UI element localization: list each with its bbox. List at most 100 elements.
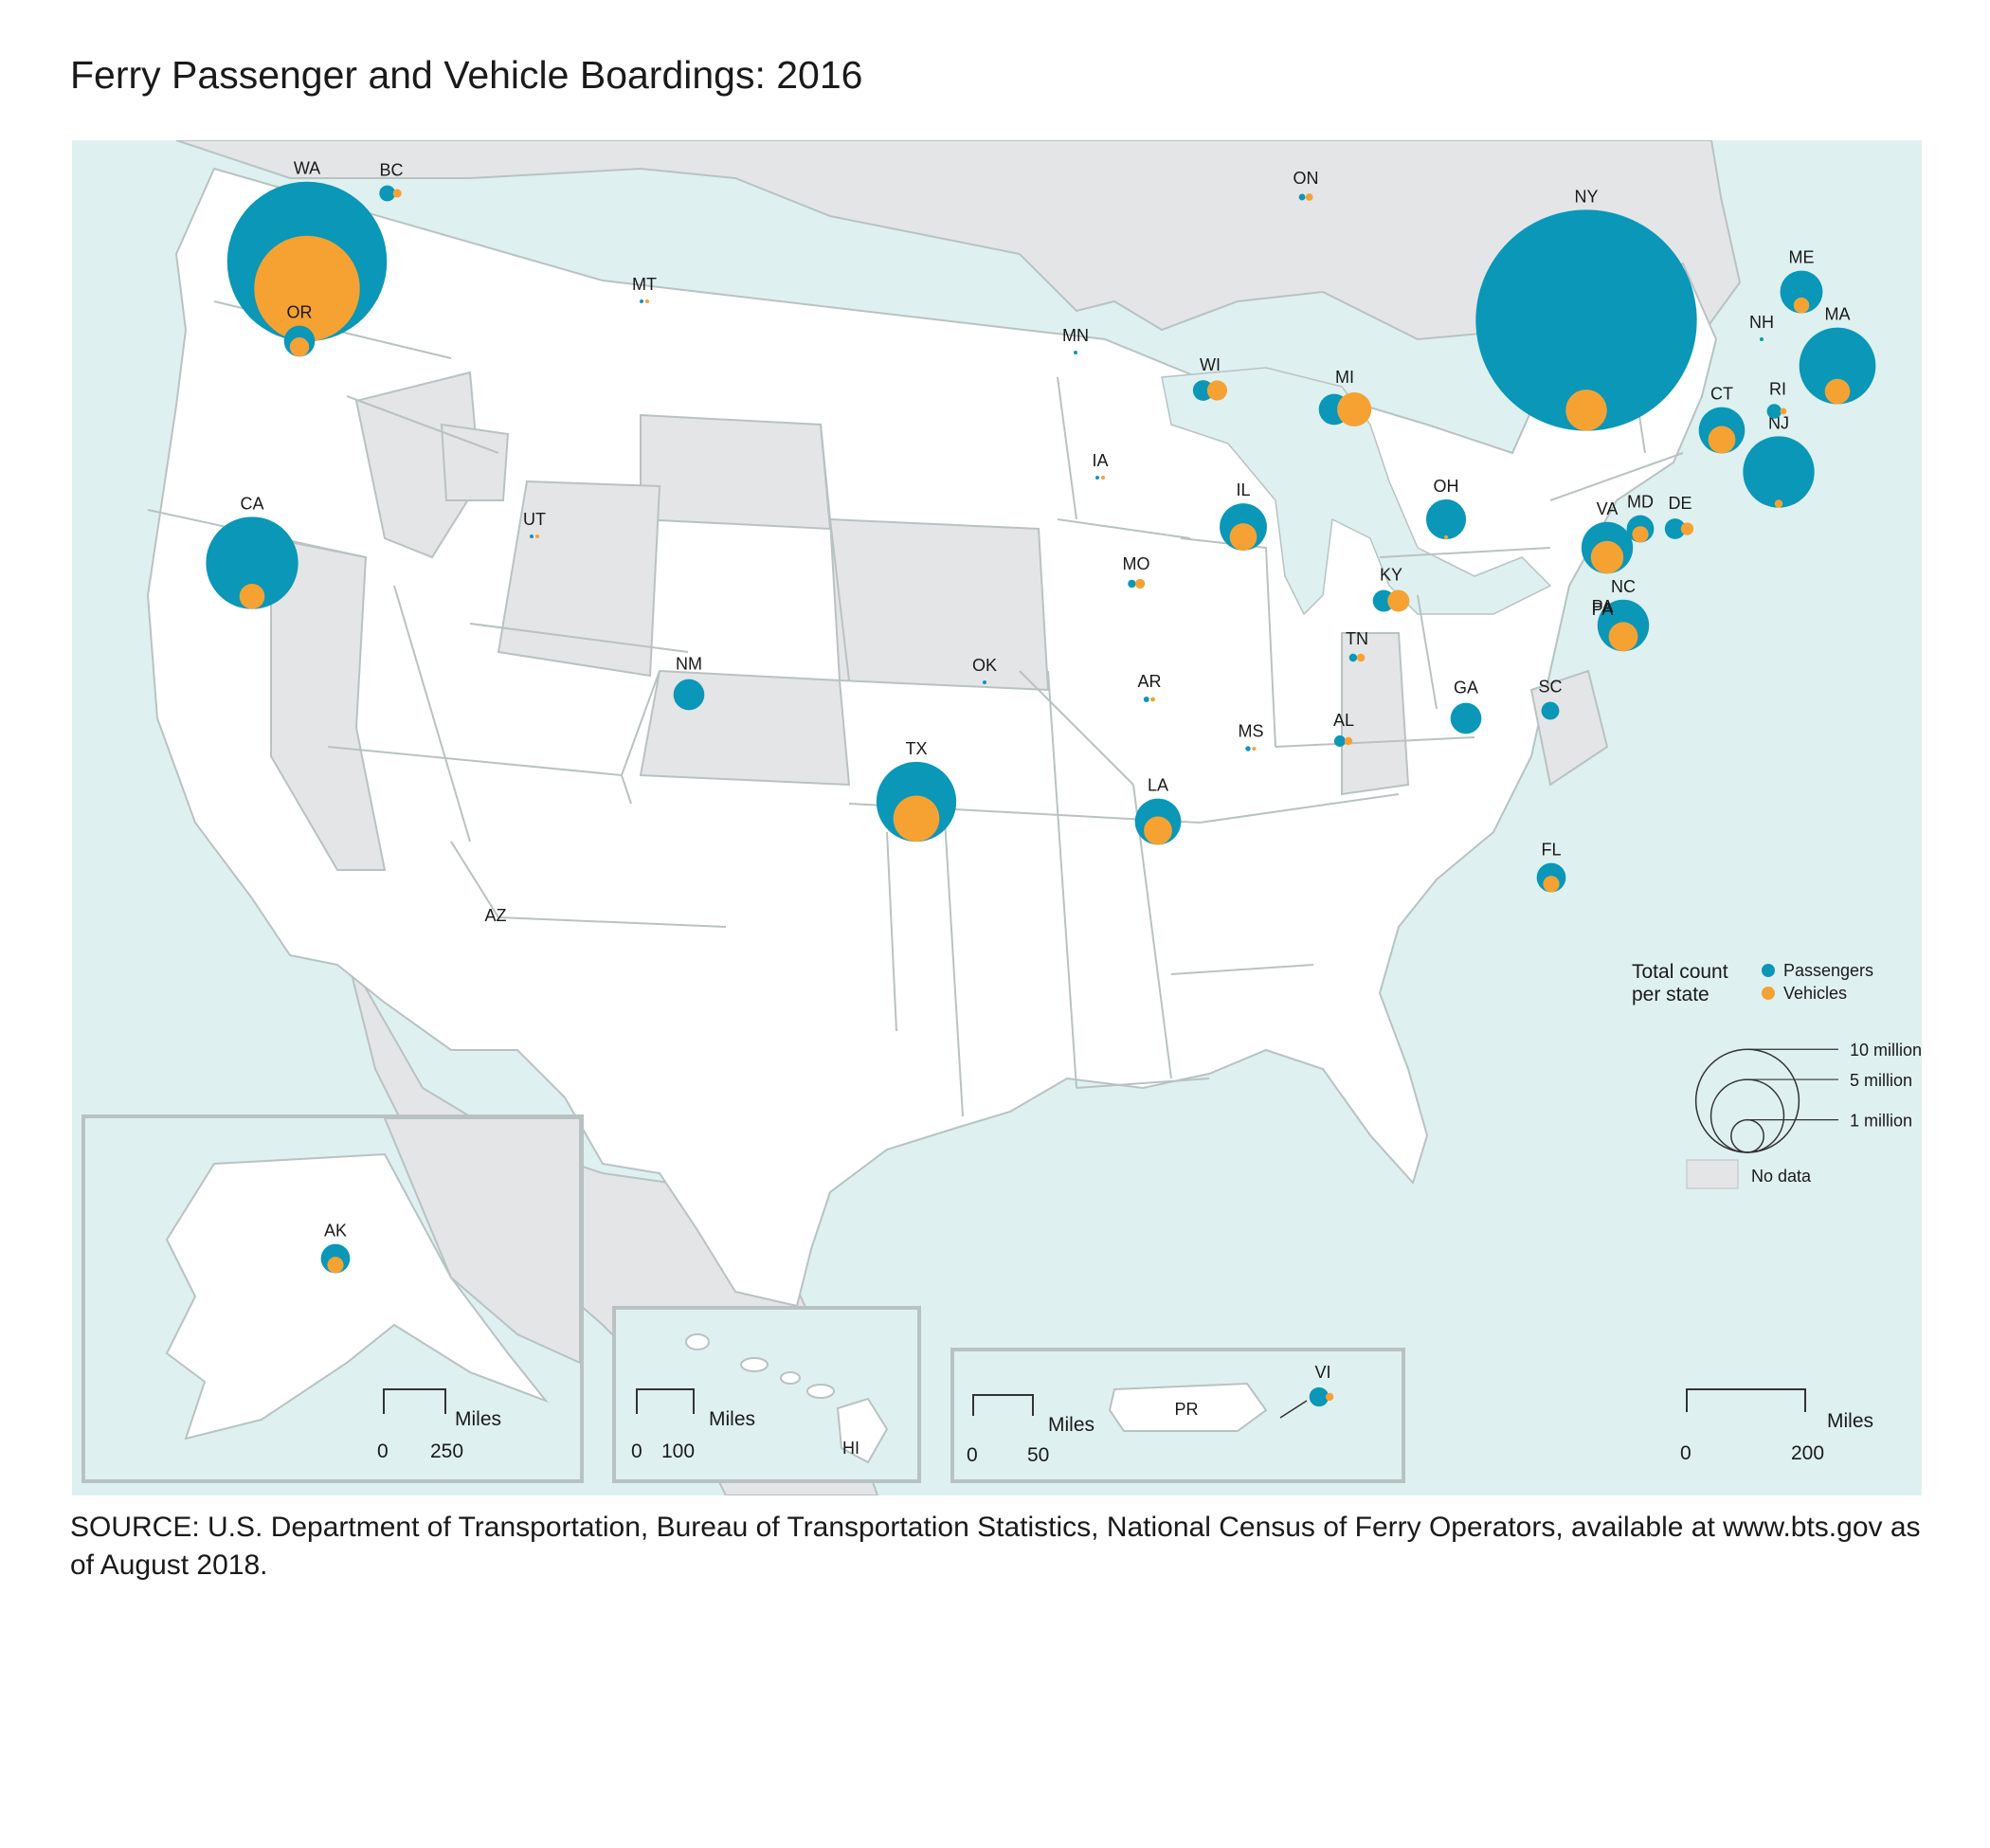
state-symbol-tx: TX <box>876 739 957 842</box>
legend-size-label-1: 5 million <box>1850 1071 1912 1090</box>
vehicles-circle-or <box>289 336 310 357</box>
passengers-circle-al <box>1333 735 1346 747</box>
legend-no-data-swatch <box>1686 1159 1739 1189</box>
state-symbol-al: AL <box>1333 711 1354 747</box>
state-label-nh: NH <box>1749 313 1774 332</box>
legend-no-data-label: No data <box>1751 1167 1812 1186</box>
state-symbol-tn: TN <box>1346 629 1368 662</box>
vehicles-circle-ms <box>1252 747 1257 751</box>
scale-alaska-end: 250 <box>430 1440 463 1462</box>
state-label-on: ON <box>1294 169 1319 188</box>
vehicles-circle-tx <box>893 795 940 842</box>
state-label-fl: FL <box>1541 841 1561 860</box>
vehicles-circle-mi <box>1337 391 1372 427</box>
passengers-circle-vi <box>1309 1386 1330 1407</box>
state-symbol-fl: FL <box>1536 841 1566 893</box>
label-az: AZ <box>484 906 506 925</box>
vehicles-circle-de <box>1680 522 1694 535</box>
passengers-circle-de <box>1664 518 1686 539</box>
state-symbol-ok: OK <box>972 656 997 684</box>
vehicles-circle-ct <box>1708 426 1736 454</box>
vehicles-circle-ak <box>327 1257 344 1274</box>
passengers-circle-ny <box>1475 209 1697 431</box>
legend-passengers-swatch <box>1762 964 1775 977</box>
label-hi: HI <box>842 1439 859 1458</box>
state-symbol-sc: SC <box>1538 678 1563 720</box>
state-label-ga: GA <box>1454 679 1478 698</box>
vehicles-circle-md <box>1632 526 1649 543</box>
state-label-ut: UT <box>523 510 546 529</box>
legend-vehicles-swatch <box>1762 987 1775 1000</box>
state-label-ak: AK <box>324 1222 347 1241</box>
state-symbol-ar: AR <box>1137 672 1162 702</box>
state-label-ny: NY <box>1574 187 1598 206</box>
state-label-or: OR <box>287 303 313 322</box>
legend-title-line1: Total count <box>1632 961 1728 983</box>
scale-bar-puerto-rico: Miles 0 50 <box>967 1394 1094 1466</box>
state-label-wi: WI <box>1200 355 1221 374</box>
scale-pr-end: 50 <box>1027 1444 1049 1466</box>
legend-vehicles-label: Vehicles <box>1783 984 1847 1003</box>
vehicles-circle-ri <box>1780 408 1787 415</box>
state-label-la: LA <box>1148 776 1168 795</box>
state-symbol-md: MD <box>1626 493 1655 543</box>
no-data-states <box>270 371 1609 871</box>
vehicles-circle-mt <box>645 299 649 303</box>
passengers-circle-ar <box>1143 697 1149 702</box>
scale-bar-alaska: Miles 0 250 <box>377 1388 501 1462</box>
inset-hawaii-frame <box>612 1306 921 1483</box>
passengers-circle-ma <box>1799 327 1876 405</box>
passengers-circle-nj <box>1743 436 1815 508</box>
state-symbol-wi: WI <box>1192 355 1228 401</box>
state-symbol-ga: GA <box>1450 679 1482 734</box>
vehicles-circle-ma <box>1824 378 1851 405</box>
vehicles-circle-va <box>1590 540 1624 574</box>
vehicles-circle-me <box>1793 297 1810 314</box>
state-symbol-mi: MI <box>1318 368 1372 427</box>
scale-pr-start: 0 <box>967 1444 978 1466</box>
state-label-tx: TX <box>905 739 927 758</box>
state-symbol-ms: MS <box>1239 721 1264 752</box>
scale-pr-unit: Miles <box>1048 1414 1094 1436</box>
vehicles-circle-vi <box>1325 1392 1334 1402</box>
state-label-il: IL <box>1236 480 1250 499</box>
state-symbol-wa: WA <box>226 159 388 342</box>
passengers-circle-ga <box>1450 702 1482 734</box>
state-symbol-ny: NY <box>1475 187 1697 431</box>
vehicles-circle-on <box>1305 193 1313 201</box>
state-symbol-me: ME <box>1780 248 1823 314</box>
state-symbol-ri: RI <box>1766 379 1787 419</box>
state-label-ia: IA <box>1092 451 1108 470</box>
vehicles-circle-ny <box>1565 390 1607 431</box>
state-symbol-la: LA <box>1134 776 1182 845</box>
passengers-circle-ms <box>1245 746 1251 752</box>
canada-in-alaska-inset <box>383 1117 581 1365</box>
canada-region <box>175 140 1742 389</box>
state-label-ri: RI <box>1769 379 1786 398</box>
scale-main-unit: Miles <box>1827 1410 1873 1432</box>
scale-bar-hawaii: Miles 0 100 <box>631 1388 755 1462</box>
state-symbol-il: IL <box>1220 480 1267 551</box>
scale-main-start: 0 <box>1680 1442 1692 1464</box>
great-lakes <box>1161 367 1552 616</box>
passengers-circle-bc <box>379 185 396 202</box>
state-label-ok: OK <box>972 656 997 675</box>
state-symbol-mt: MT <box>632 275 657 303</box>
state-label-sc: SC <box>1538 678 1562 697</box>
passengers-circle-me <box>1780 270 1823 314</box>
legend-passengers-label: Passengers <box>1783 961 1873 980</box>
state-label-mo: MO <box>1123 554 1150 573</box>
state-symbol-pa: PA <box>1592 597 1613 625</box>
passengers-circle-ia <box>1095 476 1099 480</box>
hawaii-islands <box>685 1333 889 1464</box>
passengers-circle-nm <box>673 679 705 711</box>
passengers-circle-ri <box>1766 404 1782 419</box>
state-label-ca: CA <box>240 494 263 513</box>
vi-leader-line <box>1279 1400 1308 1419</box>
passengers-circle-sc <box>1541 701 1560 720</box>
state-symbol-nh: NH <box>1749 313 1774 341</box>
label-pr: PR <box>1174 1400 1198 1419</box>
vehicles-circle-mo <box>1134 578 1146 589</box>
scale-hawaii-unit: Miles <box>709 1408 755 1430</box>
state-label-mn: MN <box>1062 326 1089 345</box>
